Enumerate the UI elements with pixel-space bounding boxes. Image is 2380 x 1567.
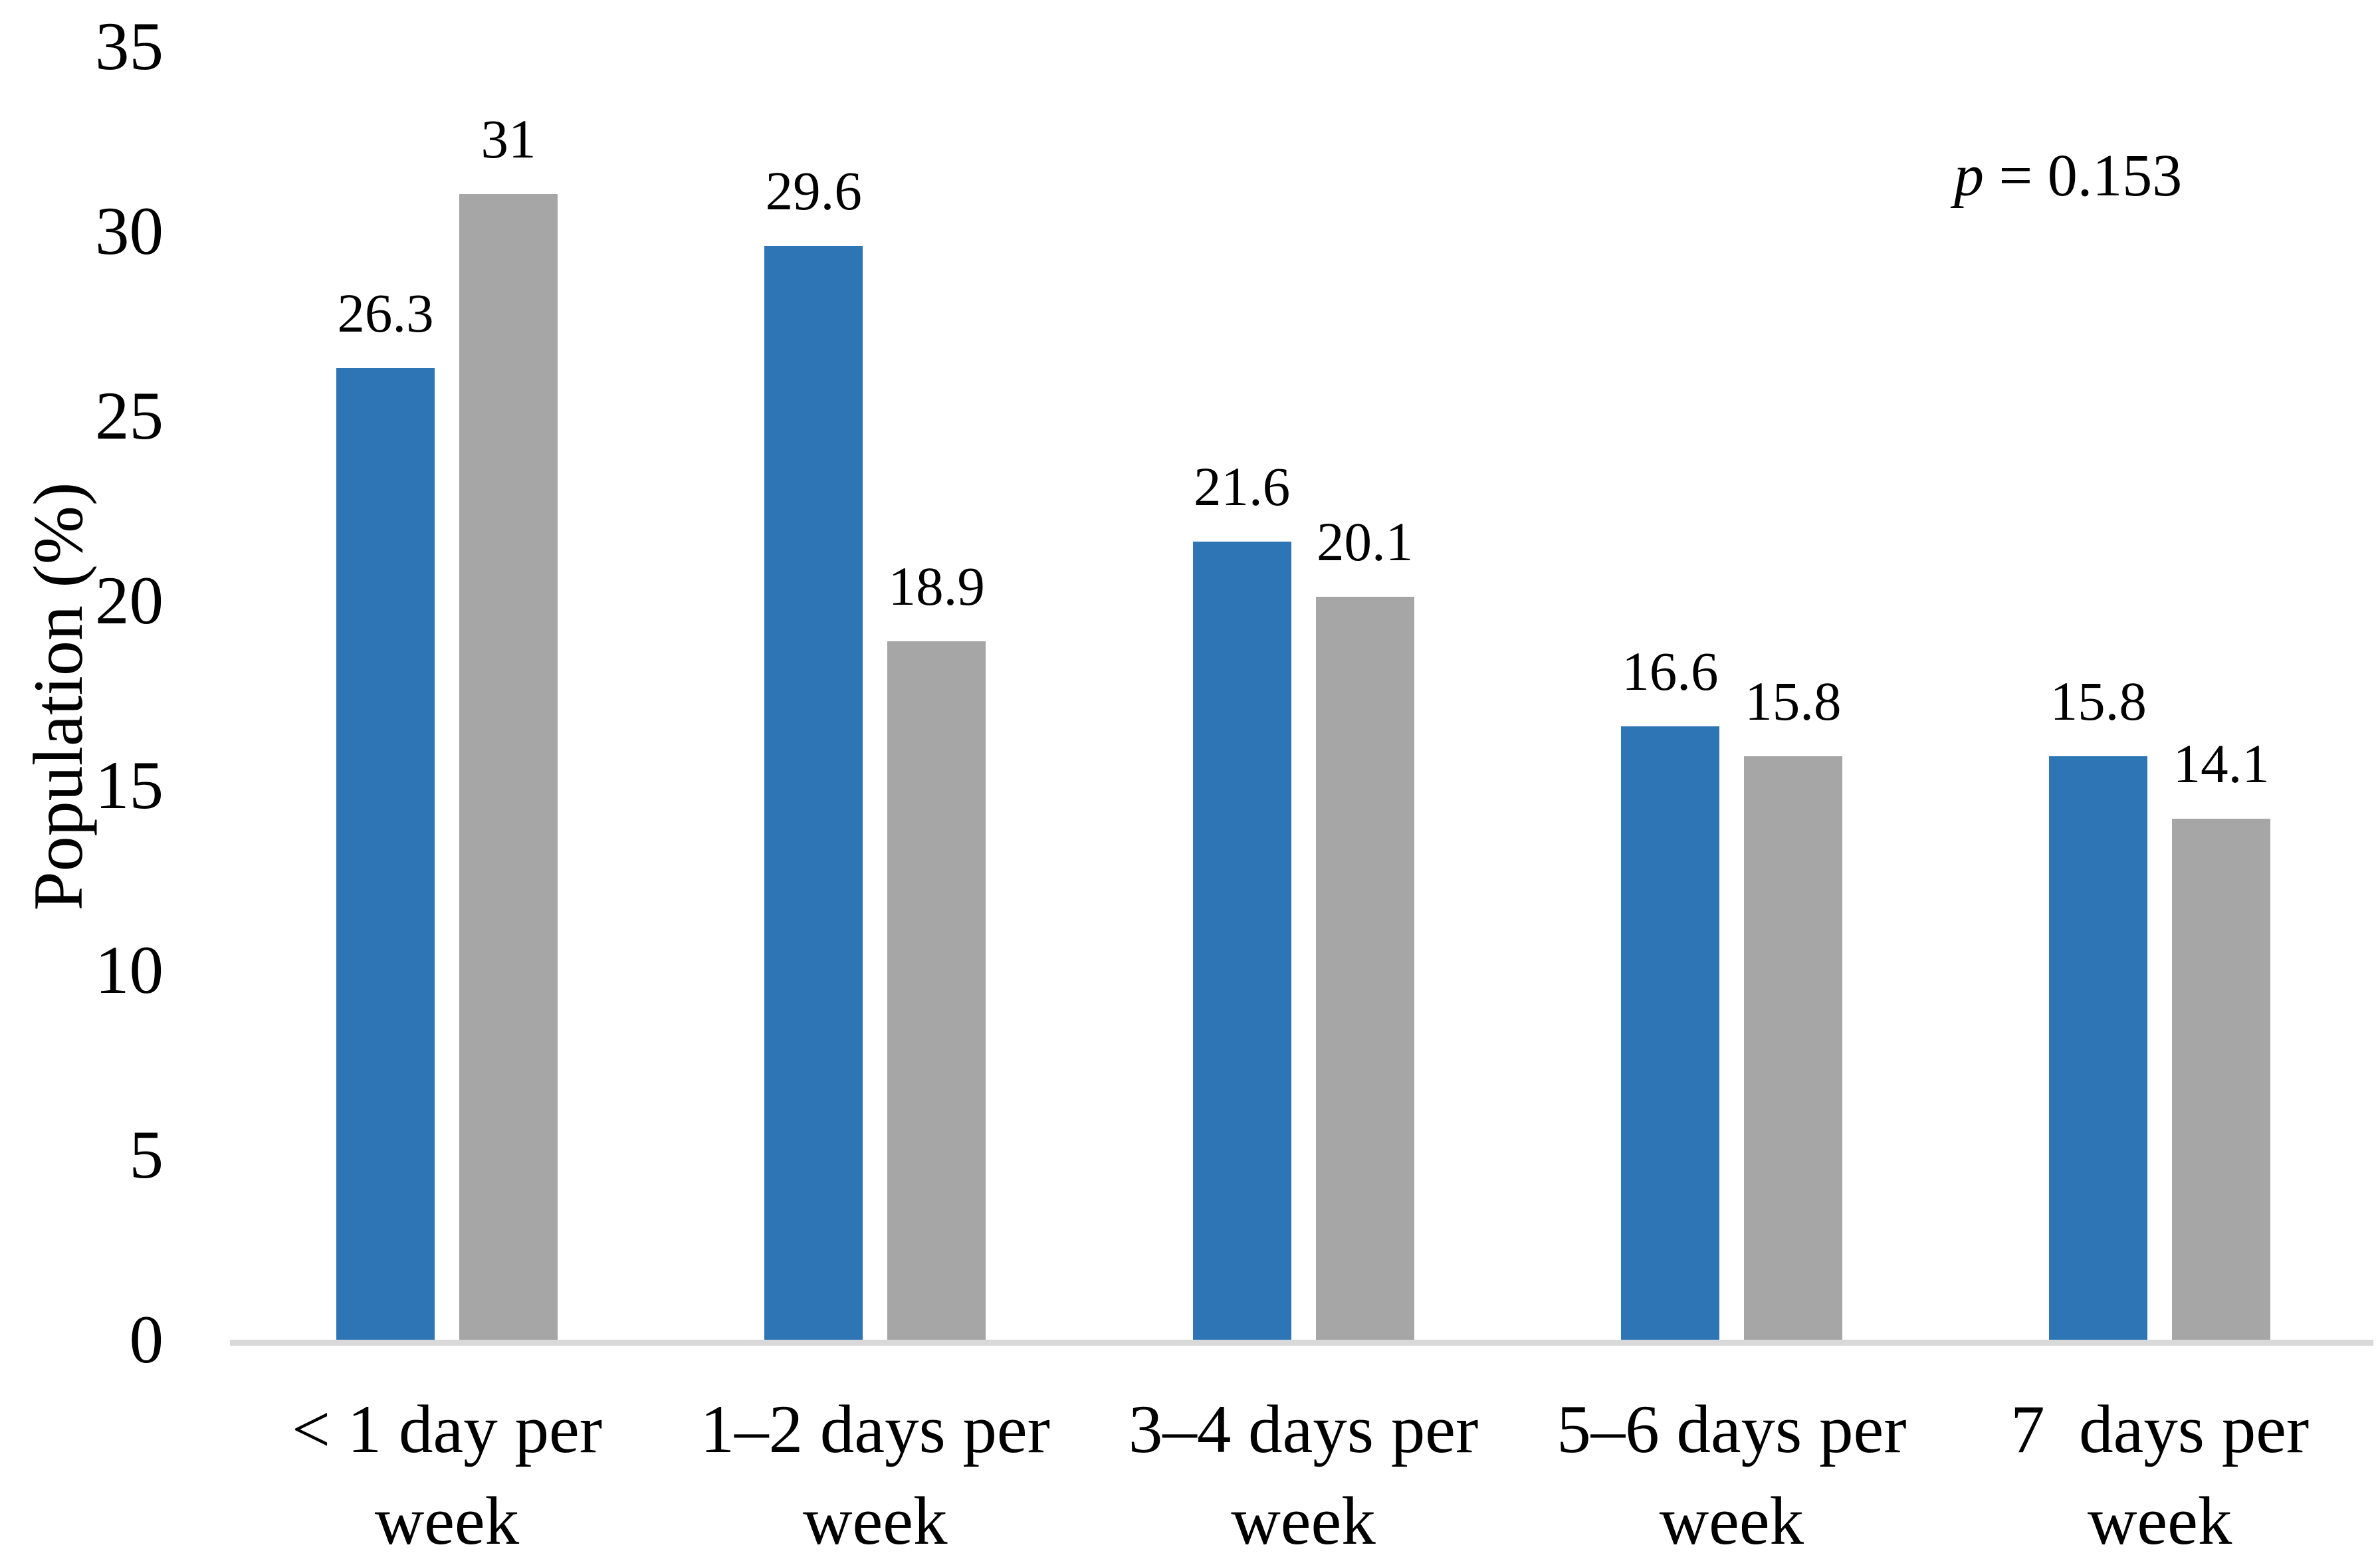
bar-gray: [459, 194, 558, 1340]
category-label-line: 1–2 days per: [700, 1392, 1050, 1467]
bar-blue: [2049, 756, 2148, 1340]
y-tick-label: 5: [129, 1117, 164, 1193]
data-label: 21.6: [1193, 456, 1291, 518]
y-axis-title: Population (%): [19, 482, 97, 911]
data-label: 15.8: [2050, 670, 2147, 732]
bar-blue: [336, 367, 435, 1340]
category-label-line: 3–4 days per: [1128, 1392, 1479, 1467]
data-label: 15.8: [1745, 670, 1842, 732]
category-label-line: week: [2088, 1483, 2232, 1559]
data-label: 31: [481, 108, 536, 170]
p-value-text: = 0.153: [1984, 143, 2183, 209]
p-symbol: p: [1954, 143, 1984, 209]
data-label: 16.6: [1622, 641, 1719, 702]
bar-blue: [1192, 542, 1291, 1340]
p-value-annotation: p = 0.153: [1954, 136, 2182, 216]
data-label: 20.1: [1316, 511, 1414, 573]
bar-gray: [2172, 819, 2271, 1340]
data-label: 14.1: [2173, 733, 2270, 795]
bar-blue: [1620, 726, 1719, 1340]
data-label: 26.3: [337, 282, 434, 344]
category-label: 1–2 days per week: [643, 1384, 1108, 1567]
category-label: 5–6 days per week: [1499, 1384, 1964, 1567]
data-label: 18.9: [888, 556, 985, 617]
category-label-line: week: [374, 1483, 520, 1559]
category-label-line: 7 days per: [2010, 1392, 2310, 1467]
y-tick-label: 20: [95, 563, 163, 639]
data-label: 29.6: [765, 160, 862, 222]
y-tick-label: 30: [95, 193, 163, 269]
category-label-line: week: [1231, 1483, 1376, 1559]
category-label: 7 days per week: [1927, 1384, 2380, 1567]
y-tick-label: 15: [95, 748, 163, 823]
bar-blue: [764, 246, 863, 1340]
y-tick-label: 0: [129, 1302, 164, 1378]
bar-gray: [1315, 597, 1414, 1340]
y-tick-label: 35: [95, 9, 163, 84]
bar-gray: [887, 641, 986, 1340]
x-axis-baseline: [230, 1340, 2373, 1346]
category-label-line: week: [803, 1483, 948, 1559]
category-label: < 1 day per week: [215, 1384, 680, 1567]
category-label-line: week: [1659, 1483, 1804, 1559]
category-label-line: < 1 day per: [291, 1392, 603, 1467]
category-label-line: 5–6 days per: [1557, 1392, 1907, 1467]
y-tick-label: 10: [95, 932, 163, 1008]
category-label: 3–4 days per week: [1071, 1384, 1536, 1567]
bar-gray: [1743, 756, 1842, 1340]
y-tick-label: 25: [95, 378, 163, 454]
